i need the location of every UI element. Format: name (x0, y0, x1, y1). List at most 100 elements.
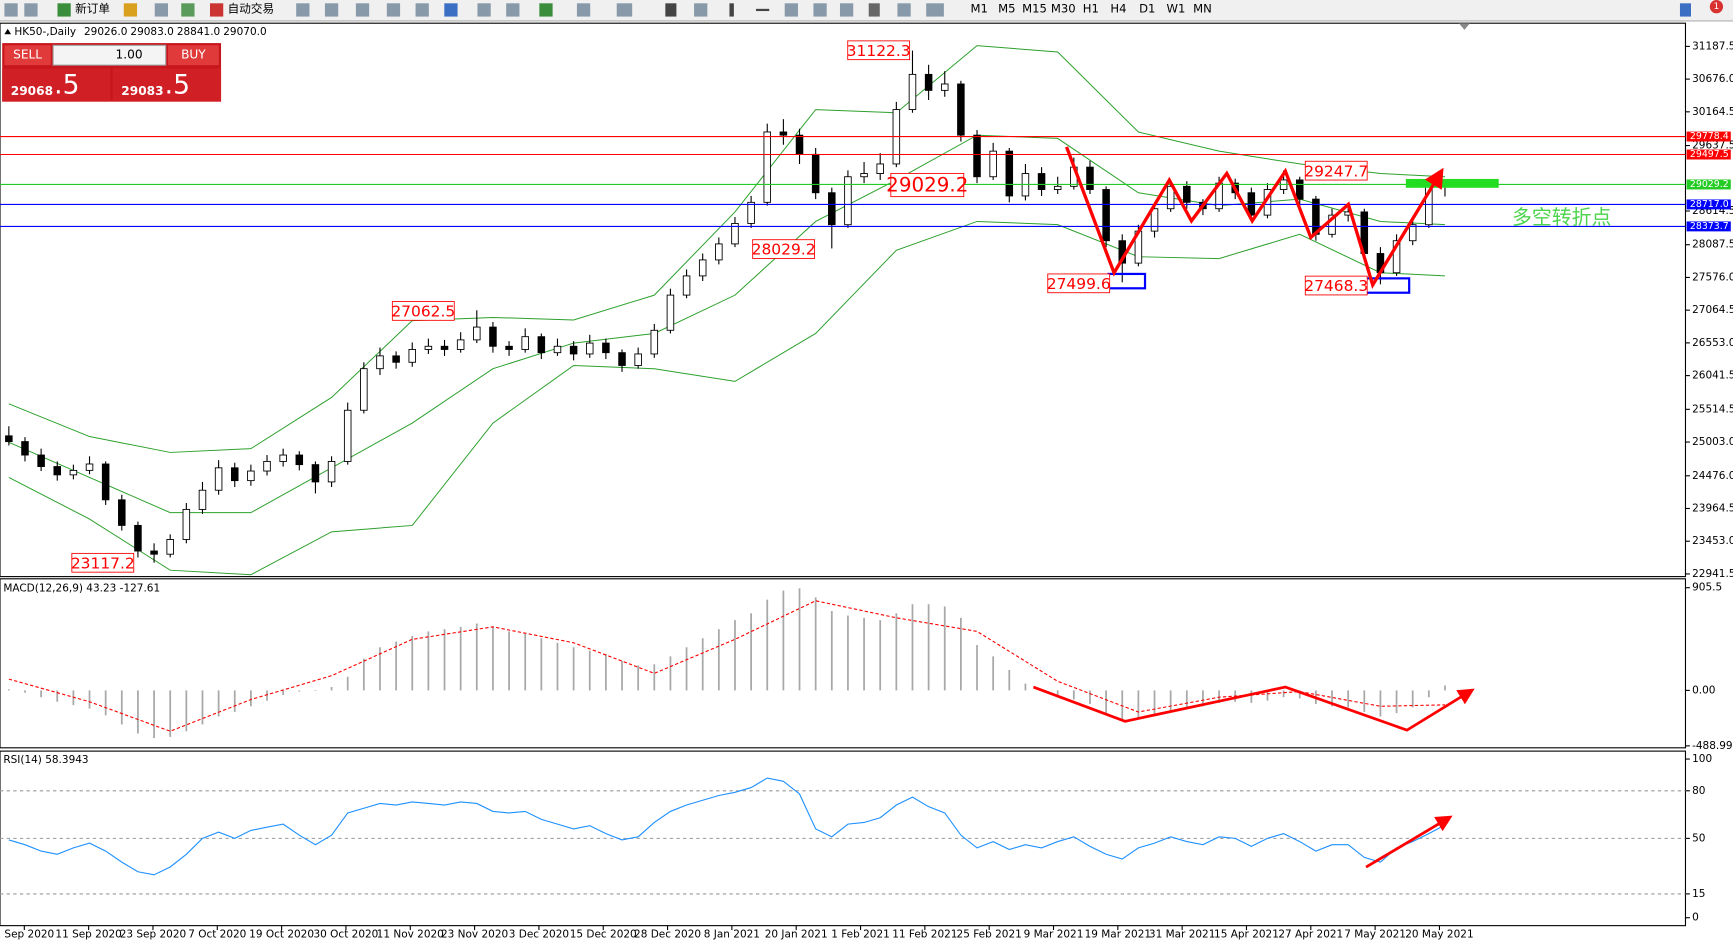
icon[interactable] (324, 3, 339, 17)
candle-body (811, 153, 820, 194)
candle-body (1392, 240, 1401, 274)
icon[interactable] (209, 3, 224, 17)
icon[interactable] (181, 3, 195, 17)
icon[interactable] (665, 3, 677, 17)
notification-badge[interactable] (1709, 0, 1724, 14)
candle-body (1102, 189, 1110, 242)
icon[interactable] (506, 3, 520, 17)
sell-label[interactable]: SELL (13, 48, 42, 62)
ohlc-value: 29070.0 (223, 26, 266, 38)
icon[interactable] (616, 3, 633, 17)
panel-icon (4, 28, 12, 35)
candle-body (1037, 173, 1046, 190)
icon[interactable] (296, 3, 310, 17)
y-tick-label: -488.99 (1692, 740, 1732, 752)
timeframe-button[interactable]: MN (1193, 1, 1212, 15)
timeframe-button[interactable]: M15 (1022, 1, 1047, 15)
macd-signal (8, 600, 1445, 732)
icon[interactable] (576, 3, 591, 17)
auto-trading-button[interactable]: 自动交易 (228, 1, 274, 15)
annotation-box (391, 301, 455, 321)
timeframe-button[interactable]: D1 (1139, 1, 1155, 15)
icon[interactable] (154, 3, 168, 17)
bid-main: 29068 (11, 84, 53, 98)
lot-value[interactable]: 1.00 (116, 48, 143, 62)
ohlc-value: 29026.0 (84, 26, 127, 38)
new-order-button[interactable]: 新订单 (75, 1, 110, 15)
candle-body (1150, 208, 1159, 232)
icon[interactable] (4, 3, 18, 17)
candle-body (408, 349, 417, 363)
y-tick-label: 27064.5 (1692, 304, 1733, 316)
annotation-label: 27499.6 (1047, 275, 1111, 293)
timeframe-button[interactable]: W1 (1167, 1, 1186, 15)
timeframe-button[interactable]: H1 (1083, 1, 1099, 15)
candle-body (1408, 224, 1417, 242)
price-level-label: 29778.4 (1690, 131, 1729, 142)
buy-button[interactable] (167, 45, 219, 66)
candle-body (1086, 166, 1094, 190)
icon[interactable] (868, 3, 880, 17)
turning-zone (1405, 178, 1499, 188)
candle-body (182, 508, 191, 540)
candle-body (1183, 185, 1191, 203)
icon[interactable] (784, 3, 798, 17)
macd-arrow (1032, 685, 1475, 732)
candle-body (101, 463, 110, 501)
icon[interactable] (477, 3, 491, 17)
icon[interactable] (839, 3, 854, 17)
sell-button[interactable] (4, 45, 51, 66)
price-zigzag-arrow (1064, 146, 1444, 290)
icon[interactable] (415, 3, 429, 17)
y-tick-label: 28614.5 (1692, 205, 1733, 217)
icon[interactable] (755, 8, 770, 12)
icon[interactable] (813, 3, 827, 17)
candle-body (263, 460, 271, 472)
candle-body (1166, 185, 1175, 210)
rsi-line (8, 777, 1446, 876)
icon[interactable] (926, 3, 944, 17)
buy-price-box[interactable] (112, 68, 222, 102)
icon[interactable] (897, 3, 911, 17)
lot-input[interactable] (52, 44, 167, 66)
annotation-label: 27468.3 (1304, 277, 1368, 295)
candle-body (553, 345, 562, 354)
x-tick-label: 9 Mar 2021 (1024, 928, 1084, 940)
y-tick-label: 25514.5 (1692, 403, 1733, 415)
timeframe-button[interactable]: M5 (998, 1, 1015, 15)
candle-body (795, 134, 804, 155)
x-tick-label: 19 Oct 2020 (249, 928, 314, 940)
icon[interactable] (386, 3, 401, 17)
icon[interactable] (355, 3, 370, 17)
timeframe-button[interactable]: M30 (1051, 1, 1076, 15)
candle-body (989, 150, 997, 178)
toolbar-icons (4, 0, 1724, 17)
timeframe-button[interactable]: M1 (971, 1, 988, 15)
icon[interactable] (57, 3, 71, 17)
buy-label[interactable]: BUY (181, 48, 206, 62)
timeframe-button[interactable]: H4 (1110, 1, 1126, 15)
icon[interactable] (694, 3, 708, 17)
x-tick-label: 3 Dec 2020 (509, 928, 569, 940)
icon[interactable] (444, 3, 458, 17)
icon[interactable] (24, 3, 38, 17)
icon[interactable] (539, 3, 553, 17)
annotation-box (1304, 160, 1368, 181)
sell-price-box[interactable] (2, 68, 111, 102)
icon[interactable] (123, 3, 138, 17)
icon[interactable] (1679, 3, 1692, 17)
candle-body (198, 489, 207, 510)
candle-body (698, 259, 707, 277)
x-tick-label: 1 Sep 2020 (0, 928, 54, 940)
candle-body (1005, 150, 1014, 197)
icon[interactable] (729, 3, 734, 17)
toolbar (0, 0, 1733, 21)
y-tick-label: 25003.0 (1692, 436, 1733, 448)
y-tick-label: 15 (1692, 888, 1705, 900)
annotation-label: 23117.2 (71, 554, 135, 572)
y-tick-label: 27576.0 (1692, 271, 1733, 283)
y-tick-label: 100 (1692, 753, 1712, 765)
price-level-tag (1686, 199, 1731, 210)
annotation-box (847, 40, 911, 61)
